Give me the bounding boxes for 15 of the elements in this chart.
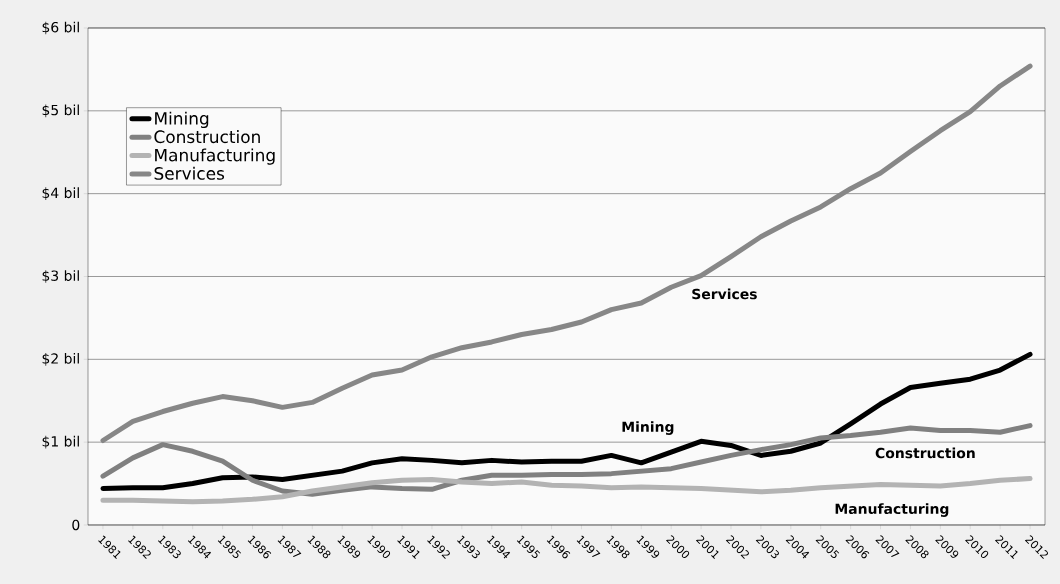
legend-label: Mining (155, 111, 209, 129)
y-tick-label: $2 bil (42, 353, 79, 366)
y-tick-label: $1 bil (42, 435, 79, 449)
annotation: Services (692, 288, 757, 300)
legend-label: Construction (154, 130, 260, 144)
annotation: Mining (622, 421, 674, 435)
y-tick-label: $6 bil (42, 21, 79, 35)
annotation: Construction (875, 447, 975, 459)
y-tick-label: $4 bil (42, 187, 79, 200)
y-tick-label: 0 (72, 519, 80, 531)
y-tick-label: $5 bil (42, 104, 79, 118)
annotation: Manufacturing (835, 503, 949, 517)
legend-label: Services (154, 166, 225, 180)
y-tick-label: $3 bil (42, 270, 79, 283)
legend-label: Manufacturing (155, 148, 275, 165)
